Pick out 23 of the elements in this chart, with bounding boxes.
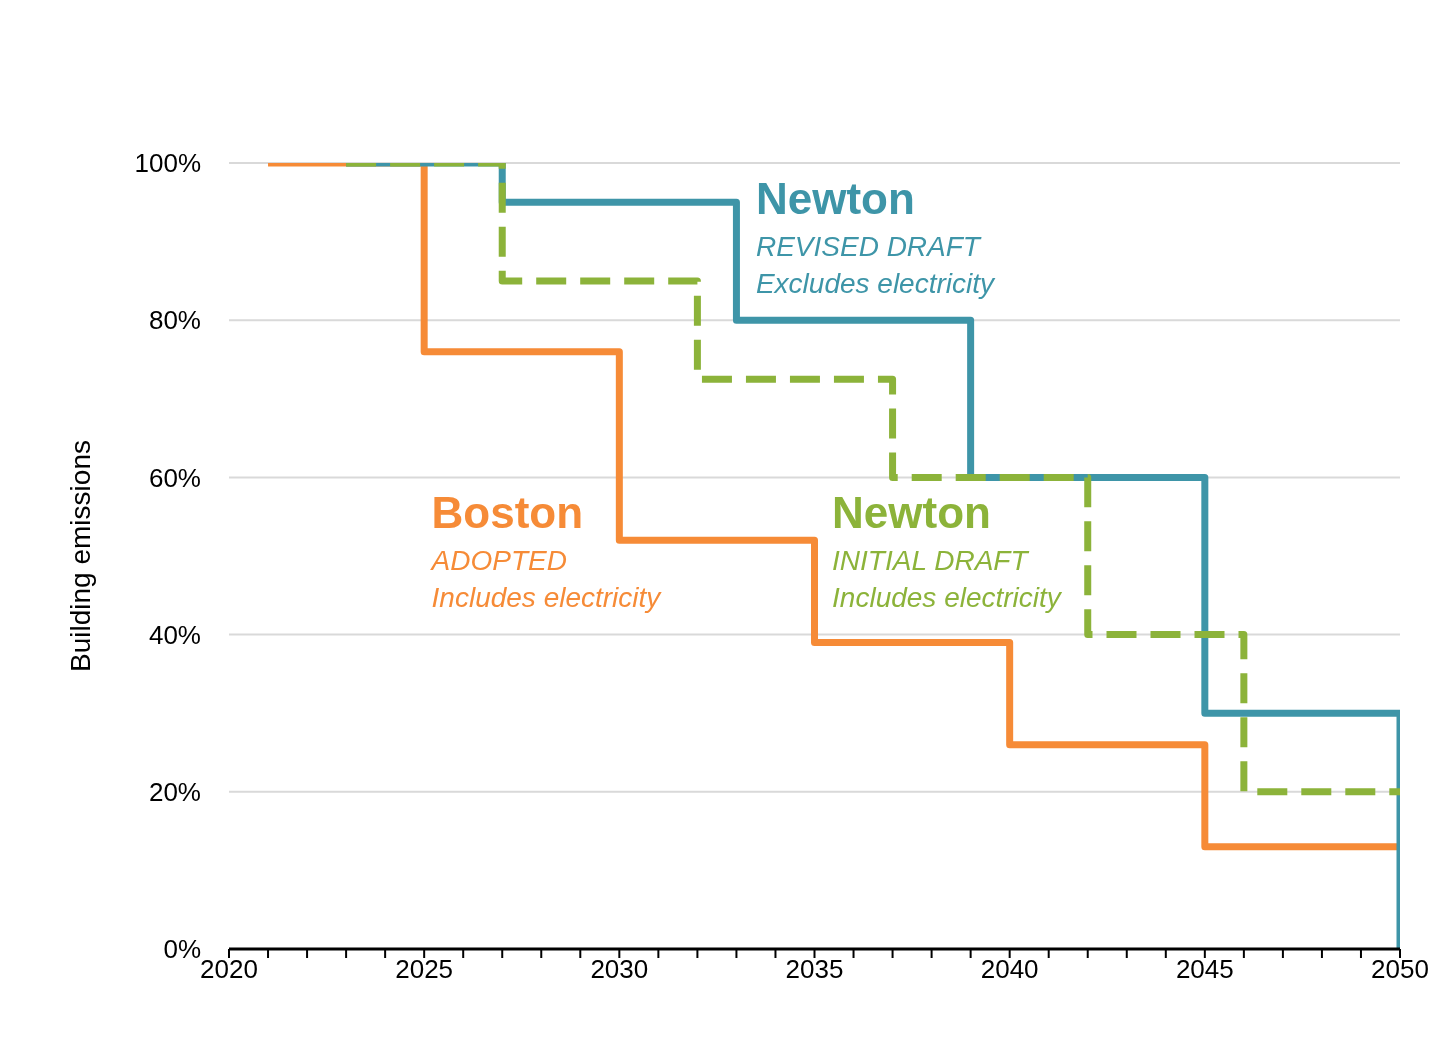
x-tick-label: 2040 <box>980 954 1039 985</box>
y-tick-label: 60% <box>148 462 201 493</box>
x-tick-label: 2035 <box>785 954 844 985</box>
x-tick-label: 2030 <box>590 954 649 985</box>
series-label: Newton <box>832 487 991 537</box>
y-tick-label: 100% <box>134 148 201 179</box>
y-tick-label: 20% <box>148 777 201 808</box>
series-label: Boston <box>431 487 584 537</box>
annotation: Includes electricity <box>431 581 663 613</box>
annotation: Excludes electricity <box>755 268 997 300</box>
x-tick-label: 2020 <box>200 954 258 985</box>
y-tick-label: 40% <box>148 619 201 650</box>
x-tick-label: 2025 <box>395 954 454 985</box>
y-tick-label: 80% <box>148 305 201 336</box>
annotation: ADOPTED <box>429 544 567 576</box>
x-tick-label: 2050 <box>1371 954 1429 985</box>
y-axis-title: Building emissions <box>64 440 96 672</box>
series-label: Newton <box>755 174 915 224</box>
annotation: INITIAL DRAFT <box>832 544 1030 576</box>
annotation: Includes electricity <box>832 581 1063 613</box>
y-tick-label: 0% <box>163 934 201 965</box>
annotation: REVISED DRAFT <box>755 231 982 263</box>
x-tick-label: 2045 <box>1175 954 1234 985</box>
